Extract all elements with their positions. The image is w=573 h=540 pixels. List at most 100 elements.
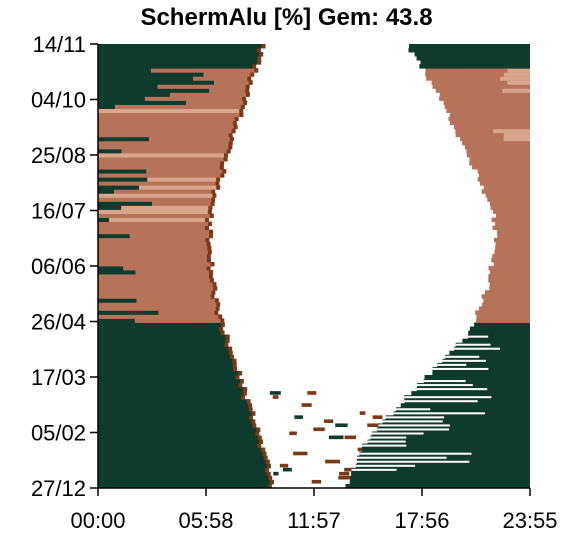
heatmap-cell-evening-light: [500, 76, 530, 81]
x-tick-label: 17:56: [394, 508, 449, 533]
heatmap-cell-sunrise-edge: [231, 128, 236, 134]
heatmap-cell-evening-closed: [468, 330, 530, 336]
y-tick-label: 14/11: [33, 32, 86, 57]
heatmap-cell-speckle: [339, 471, 350, 476]
y-tick-label: 06/06: [31, 254, 86, 279]
heatmap-cell-speckle: [269, 391, 281, 395]
heatmap-cell-evening-partial: [495, 221, 530, 227]
heatmap-cell-morning-partial: [98, 108, 243, 114]
heatmap-cell-morning-closed: [98, 370, 242, 376]
heatmap-cell-sunrise-edge: [204, 217, 209, 222]
heatmap-cell-speckle: [301, 403, 312, 407]
heatmap-cell-sunrise-edge: [262, 451, 267, 457]
heatmap-cell-evening-closed: [409, 44, 530, 49]
heatmap-cell-morning-partial: [144, 96, 246, 101]
heatmap-cell-evening-partial: [487, 197, 530, 202]
heatmap-cell-evening-partial: [426, 76, 530, 81]
heatmap-cell-evening-partial: [493, 261, 530, 267]
heatmap-cell-evening-closed: [385, 415, 530, 420]
heatmap-cell-sunrise-edge: [225, 334, 230, 340]
heatmap-cell-morning-closed: [98, 60, 261, 65]
heatmap-cell-morning-partial: [158, 310, 218, 315]
heatmap-cell-morning-partial: [152, 201, 214, 206]
heatmap-cell-evening-closed: [377, 427, 530, 432]
heatmap-cell-speckle: [307, 391, 317, 395]
y-tick-label: 16/07: [31, 199, 86, 224]
heatmap-cell-sunrise-edge: [246, 399, 251, 404]
heatmap-cell-evening-partial: [483, 185, 530, 190]
heatmap-cell-morning-closed: [98, 346, 232, 352]
heatmap-cell-morning-closed: [98, 362, 236, 368]
heatmap-cell-morning-closed: [98, 92, 171, 97]
heatmap-cell-morning-closed: [98, 475, 272, 481]
heatmap-cell-evening-gap: [359, 452, 472, 455]
heatmap-cell-sunrise-edge: [207, 249, 212, 255]
heatmap-cell-morning-partial: [129, 233, 212, 239]
y-tick-label: 26/04: [31, 310, 86, 335]
heatmap-cell-morning-partial: [98, 112, 243, 118]
heatmap-cell-speckle: [289, 431, 297, 436]
heatmap-cell-evening-closed: [432, 370, 530, 376]
heatmap-cell-evening-partial: [444, 104, 530, 109]
heatmap-cell-speckle: [335, 423, 348, 428]
heatmap-cell-morning-closed: [98, 403, 252, 408]
heatmap-cell-evening-partial: [435, 88, 530, 93]
heatmap-cell-morning-partial: [98, 282, 216, 287]
heatmap-cell-evening-partial: [477, 177, 530, 182]
heatmap-cell-morning-closed: [98, 76, 194, 81]
heatmap-cell-speckle: [325, 459, 340, 464]
heatmap-cell-evening-partial: [477, 169, 530, 174]
heatmap-cell-evening-partial: [481, 189, 530, 194]
heatmap-cell-evening-closed: [367, 439, 530, 444]
heatmap-cell-sunrise-edge: [241, 395, 246, 400]
heatmap-cell-speckle: [357, 447, 365, 452]
heatmap-cell-morning-partial: [98, 274, 212, 279]
heatmap-cell-morning-partial: [98, 229, 213, 235]
heatmap-cell-speckle: [372, 415, 383, 419]
heatmap-cell-morning-closed: [98, 383, 242, 388]
heatmap-cell-sunrise-edge: [245, 84, 250, 89]
heatmap-cell-morning-partial: [98, 120, 236, 126]
heatmap-cell-sunrise-edge: [238, 383, 243, 388]
heatmap-cell-evening-partial: [464, 144, 530, 150]
heatmap-cell-evening-partial: [495, 245, 530, 251]
heatmap-cell-morning-partial: [209, 88, 249, 93]
heatmap-cell-morning-closed: [98, 169, 147, 174]
heatmap-cell-speckle: [344, 467, 356, 472]
heatmap-cell-evening-partial: [491, 257, 530, 263]
y-tick-label: 17/03: [31, 365, 86, 390]
y-tick-label: 04/10: [31, 88, 86, 113]
heatmap-cell-morning-closed: [98, 56, 261, 61]
heatmap-cell-morning-closed: [98, 72, 204, 77]
heatmap-cell-morning-closed: [98, 455, 267, 461]
heatmap-cell-evening-gap: [416, 388, 488, 391]
heatmap-cell-morning-partial: [98, 116, 238, 122]
heatmap-cell-morning-closed: [98, 44, 265, 49]
heatmap-cell-morning-closed: [98, 177, 148, 182]
heatmap-cell-sunrise-edge: [242, 96, 247, 101]
heatmap-cell-evening-partial: [485, 193, 530, 198]
heatmap-cell-evening-partial: [462, 140, 530, 146]
heatmap-cell-morning-partial: [121, 205, 212, 210]
heatmap-cell-morning-partial: [98, 290, 215, 295]
heatmap-cell-sunrise-edge: [239, 112, 244, 118]
heatmap-cell-evening-partial: [489, 286, 530, 291]
heatmap-cell-evening-closed: [449, 350, 530, 356]
heatmap-cell-morning-partial: [98, 193, 216, 198]
heatmap-cell-evening-partial: [439, 92, 530, 97]
heatmap-cell-evening-partial: [432, 84, 530, 89]
heatmap-cell-morning-closed: [98, 52, 263, 57]
heatmap-cell-sunrise-edge: [230, 354, 235, 360]
heatmap-cell-morning-closed: [98, 358, 236, 364]
heatmap-cell-morning-partial: [98, 314, 222, 319]
heatmap-cell-morning-partial: [98, 245, 211, 251]
heatmap-cell-morning-closed: [98, 350, 232, 356]
heatmap-cell-evening-closed: [424, 374, 530, 380]
heatmap-cell-morning-closed: [98, 411, 255, 416]
heatmap-cell-evening-gap: [393, 412, 485, 415]
heatmap-cell-evening-gap: [351, 468, 397, 471]
heatmap-cell-evening-gap: [454, 347, 501, 350]
heatmap-cell-sunrise-edge: [258, 439, 263, 444]
heatmap-cell-evening-partial: [425, 72, 530, 77]
heatmap-cell-morning-closed: [98, 298, 137, 303]
